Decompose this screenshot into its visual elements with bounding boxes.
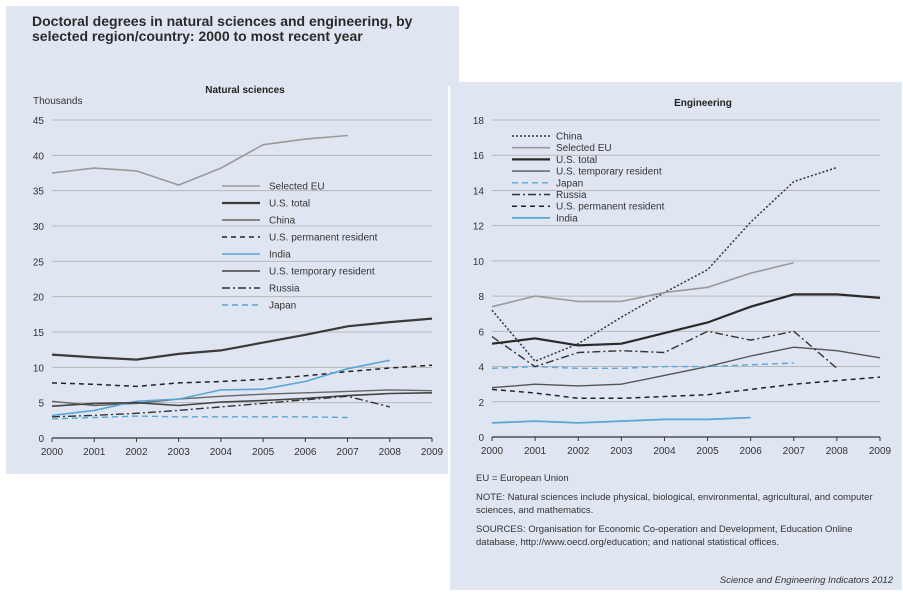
ns-legend-label: Russia [269, 284, 300, 295]
ns-y-tick-label: 45 [33, 116, 45, 127]
eng-legend-label: Russia [556, 190, 587, 201]
eng-y-tick-label: 0 [478, 433, 484, 444]
ns-y-tick-label: 5 [38, 399, 44, 410]
ns-x-tick-label: 2002 [125, 447, 148, 458]
eng-legend-label: India [556, 213, 578, 224]
eng-y-tick-label: 10 [473, 257, 485, 268]
ns-x-tick-label: 2006 [294, 447, 317, 458]
ns-series-line-u-s-temporary-resident [51, 392, 433, 407]
eng-legend-label: U.S. total [556, 155, 597, 166]
ns-x-tick-label: 2004 [210, 447, 233, 458]
eng-series-line-selected-eu [491, 261, 794, 308]
panel-background [6, 6, 459, 86]
ns-series-line-japan [51, 415, 348, 420]
eng-x-tick-label: 2003 [610, 446, 633, 457]
eng-legend-label: Japan [556, 178, 583, 189]
eng-y-tick-label: 2 [478, 398, 484, 409]
figure-title: Doctoral degrees in natural sciences and… [32, 13, 413, 44]
figure-notes: EU = European Union NOTE: Natural scienc… [476, 472, 896, 555]
ns-series-line-russia [51, 395, 390, 418]
eng-y-tick-label: 4 [478, 363, 484, 374]
ns-y-tick-label: 0 [38, 434, 44, 445]
eng-series-line-india [491, 416, 751, 424]
eng-y-tick-label: 16 [473, 151, 485, 162]
eng-legend-label: China [556, 132, 583, 143]
eng-x-tick-label: 2008 [826, 446, 849, 457]
ns-legend-label: Selected EU [269, 182, 325, 193]
ns-x-tick-label: 2001 [83, 447, 106, 458]
ns-series-line-u-s-total [51, 317, 433, 361]
ns-x-tick-label: 2005 [252, 447, 275, 458]
eng-series-line-u-s-temporary-resident [491, 346, 881, 389]
eng-legend-label: U.S. temporary resident [556, 167, 662, 178]
ns-series-line-china [51, 389, 433, 407]
eng-series-line-u-s-permanent-resident [491, 376, 881, 400]
eng-y-tick-label: 14 [473, 186, 485, 197]
eng-series-line-russia [491, 330, 838, 369]
ns-x-tick-label: 2007 [336, 447, 359, 458]
ns-x-tick-label: 2008 [379, 447, 402, 458]
eng-y-tick-label: 18 [473, 116, 485, 127]
ns-y-tick-label: 30 [33, 222, 45, 233]
eng-legend-label: U.S. permanent resident [556, 202, 665, 213]
ns-series-line-u-s-permanent-resident [51, 364, 433, 388]
ns-y-tick-label: 10 [33, 363, 45, 374]
eng-x-tick-label: 2005 [696, 446, 719, 457]
ns-legend-label: China [269, 216, 296, 227]
eng-y-tick-label: 8 [478, 292, 484, 303]
ns-legend-label: U.S. total [269, 199, 310, 210]
eng-x-tick-label: 2000 [481, 446, 504, 457]
eu-note: EU = European Union [476, 473, 569, 484]
eng-x-tick-label: 2009 [869, 446, 892, 457]
panel-background [6, 86, 448, 474]
eng-x-tick-label: 2001 [524, 446, 547, 457]
ns-series-line-selected-eu [51, 134, 348, 186]
ns-y-tick-label: 35 [33, 187, 45, 198]
ns-x-tick-label: 2003 [168, 447, 191, 458]
eng-y-tick-label: 6 [478, 327, 484, 338]
eng-chart-title: Engineering [674, 98, 732, 109]
ns-chart-title: Natural sciences [205, 85, 285, 96]
eng-y-tick-label: 12 [473, 222, 485, 233]
ns-legend-label: India [269, 250, 291, 261]
credit-line: Science and Engineering Indicators 2012 [719, 575, 893, 586]
ns-legend-label: U.S. temporary resident [269, 267, 375, 278]
ns-y-tick-label: 25 [33, 257, 45, 268]
panel-background [450, 82, 902, 590]
ns-series-line-india [51, 359, 390, 417]
ns-legend-label: U.S. permanent resident [269, 233, 378, 244]
sources-text: SOURCES: Organisation for Economic Co-op… [476, 524, 853, 548]
note-text: NOTE: Natural sciences include physical,… [476, 492, 873, 516]
ns-x-tick-label: 2009 [421, 447, 444, 458]
eng-series-line-u-s-total [491, 293, 881, 347]
ns-y-tick-label: 15 [33, 328, 45, 339]
ns-y-tick-label: 40 [33, 151, 45, 162]
ns-y-tick-label: 20 [33, 293, 45, 304]
y-units-label: Thousands [33, 96, 83, 107]
eng-legend-label: Selected EU [556, 143, 612, 154]
eng-x-tick-label: 2006 [740, 446, 763, 457]
eng-x-tick-label: 2007 [783, 446, 806, 457]
ns-legend-label: Japan [269, 301, 296, 312]
eng-x-tick-label: 2004 [653, 446, 676, 457]
eng-series-line-japan [491, 362, 794, 369]
ns-x-tick-label: 2000 [41, 447, 64, 458]
eng-x-tick-label: 2002 [567, 446, 590, 457]
